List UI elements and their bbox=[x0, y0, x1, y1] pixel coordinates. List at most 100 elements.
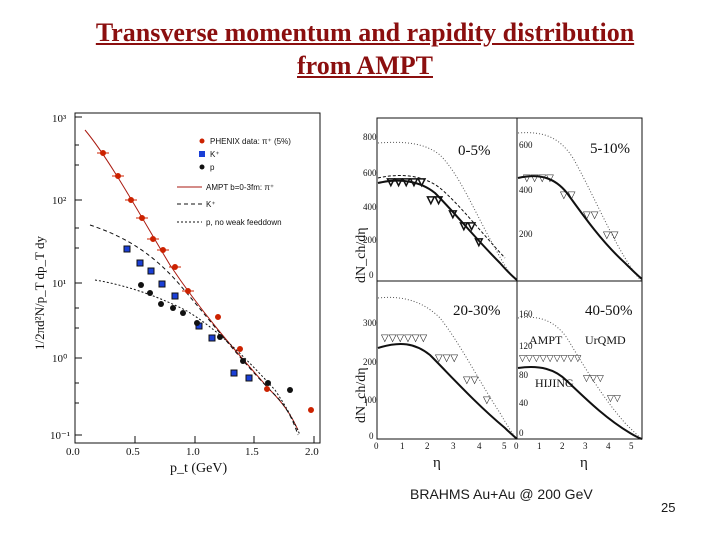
pion-point bbox=[136, 215, 148, 221]
legend-ampt-kaon: K⁺ bbox=[206, 200, 216, 209]
p1-ytick-3: 200 bbox=[363, 235, 377, 245]
pt-ytick-1: 10² bbox=[52, 195, 67, 207]
xt-l-1: 1 bbox=[400, 441, 405, 451]
legend-proton-marker bbox=[199, 164, 205, 170]
p4-ytick-0: 160 bbox=[519, 309, 533, 319]
panel-0-5-label: 0-5% bbox=[458, 143, 491, 159]
proton-point bbox=[217, 334, 223, 340]
p2-data-point: ▽▽ bbox=[583, 210, 599, 221]
title-line-1: Transverse momentum and rapidity distrib… bbox=[95, 18, 635, 47]
legend-kaon-data: K⁺ bbox=[210, 150, 220, 159]
p2-ytick-1: 400 bbox=[519, 185, 533, 195]
pion-point bbox=[308, 407, 314, 413]
pion-data bbox=[97, 150, 314, 413]
pt-y-ticks bbox=[75, 116, 82, 436]
model-label-ampt: AMPT bbox=[529, 333, 563, 347]
rapidity-ylabel-top: dN_ch/dη bbox=[354, 227, 369, 283]
p4-ytick-4: 0 bbox=[519, 428, 524, 438]
xt-r-2: 2 bbox=[560, 441, 565, 451]
p4-data-point: ▽▽▽▽▽▽▽▽▽ bbox=[519, 353, 581, 363]
pion-point bbox=[147, 236, 159, 242]
proton-point bbox=[138, 282, 144, 288]
pt-legend: PHENIX data: π⁺ (5%) K⁺ p AMPT b=0-3fm: … bbox=[177, 137, 291, 227]
pt-plot-frame bbox=[74, 112, 321, 444]
proton-point bbox=[287, 387, 293, 393]
pion-point bbox=[182, 288, 194, 294]
p2-ytick-0: 600 bbox=[519, 140, 533, 150]
rapidity-ylabel-bottom: dN_ch/dη bbox=[354, 367, 369, 423]
rapidity-svg: dN_ch/dη dN_ch/dη 0-5% 5-10% 20-30% 40-5… bbox=[354, 117, 643, 471]
pion-point bbox=[112, 173, 124, 179]
pt-x-ticks bbox=[74, 436, 315, 443]
p4-data-point: ▽▽ bbox=[607, 393, 621, 403]
p1-ytick-0: 800 bbox=[363, 132, 377, 142]
p3-hijing-curve bbox=[377, 342, 518, 440]
proton-point bbox=[158, 301, 164, 307]
kaon-point bbox=[208, 334, 216, 342]
p3-urqmd-curve bbox=[377, 296, 518, 440]
pion-point bbox=[157, 247, 169, 253]
proton-data bbox=[138, 282, 293, 393]
page-number: 25 bbox=[661, 500, 676, 515]
p4-ytick-1: 120 bbox=[519, 341, 533, 351]
p1-hijing-curve bbox=[377, 179, 518, 281]
p2-ytick-2: 200 bbox=[519, 229, 533, 239]
pt-xtick-2: 1.0 bbox=[186, 446, 200, 458]
xt-r-4: 4 bbox=[606, 441, 611, 451]
proton-point bbox=[180, 310, 186, 316]
p4-hijing-curve bbox=[517, 366, 643, 440]
p4-data-point: ▽▽▽ bbox=[583, 373, 604, 383]
slide-title: Transverse momentum and rapidity distrib… bbox=[40, 16, 690, 82]
p3-ytick-0: 300 bbox=[363, 318, 377, 328]
p1-ytick-4: 0 bbox=[369, 270, 374, 280]
pt-xtick-3: 1.5 bbox=[245, 446, 259, 458]
pt-ytick-4: 10⁻¹ bbox=[50, 430, 70, 442]
p3-data-point: ▽▽▽▽▽▽ bbox=[381, 333, 427, 344]
kaon-point bbox=[136, 259, 144, 267]
pt-xtick-1: 0.5 bbox=[126, 446, 140, 458]
legend-pion-marker bbox=[199, 138, 205, 144]
p3-data-point: ▽ bbox=[483, 395, 491, 406]
legend-proton-data: p bbox=[210, 163, 215, 172]
p2-data-point: ▽▽▽▽ bbox=[523, 173, 554, 184]
rapidity-xlabel-right: η bbox=[580, 455, 588, 471]
kaon-point bbox=[171, 292, 179, 300]
panel-40-50-frame bbox=[516, 280, 643, 440]
panel-0-5-frame bbox=[376, 117, 518, 282]
p1-data-point: ▽▽▽▽▽ bbox=[387, 177, 426, 188]
rapidity-xlabel-left: η bbox=[433, 455, 441, 471]
p2-hijing-curve bbox=[517, 175, 643, 280]
p3-ytick-2: 100 bbox=[363, 395, 377, 405]
xt-r-5: 5 bbox=[629, 441, 634, 451]
proton-point bbox=[240, 358, 246, 364]
proton-point bbox=[265, 380, 271, 386]
pt-spectra-svg: 10³ 10² 10¹ 10⁰ 10⁻¹ 0.0 0.5 1.0 1.5 2.0… bbox=[32, 112, 321, 476]
model-label-hijing: HIJING bbox=[535, 376, 574, 390]
proton-point bbox=[170, 305, 176, 311]
caption: BRAHMS Au+Au @ 200 GeV bbox=[410, 486, 593, 502]
xt-l-5: 5 bbox=[502, 441, 507, 451]
legend-pion-data: PHENIX data: π⁺ (5%) bbox=[210, 137, 291, 146]
pion-point bbox=[97, 150, 109, 156]
title-line-2: from AMPT bbox=[297, 51, 433, 80]
p1-data-point: ▽ bbox=[449, 209, 457, 220]
pt-ytick-2: 10¹ bbox=[52, 278, 66, 290]
p3-ytick-1: 200 bbox=[363, 357, 377, 367]
p3-ytick-3: 0 bbox=[369, 431, 374, 441]
pt-xtick-4: 2.0 bbox=[305, 446, 319, 458]
legend-ampt-proton: p, no weak feeddown bbox=[206, 218, 282, 227]
ampt-kaon-curve bbox=[89, 224, 299, 436]
rapidity-figure: dN_ch/dη dN_ch/dη 0-5% 5-10% 20-30% 40-5… bbox=[345, 103, 650, 475]
panel-5-10-label: 5-10% bbox=[590, 141, 630, 157]
xt-r-1: 1 bbox=[537, 441, 542, 451]
kaon-point bbox=[230, 369, 238, 377]
p1-data: ▽▽▽▽▽ ▽▽ ▽ ▽▽ ▽ bbox=[387, 177, 484, 249]
kaon-data bbox=[123, 245, 253, 382]
p2-data-point: ▽▽ bbox=[560, 190, 576, 201]
pt-spectra-figure: 10³ 10² 10¹ 10⁰ 10⁻¹ 0.0 0.5 1.0 1.5 2.0… bbox=[30, 105, 330, 480]
model-label-urqmd: UrQMD bbox=[585, 333, 626, 347]
xt-l-2: 2 bbox=[425, 441, 430, 451]
xt-l-0: 0 bbox=[374, 441, 379, 451]
ampt-pion-curve bbox=[84, 129, 299, 431]
legend-kaon-marker bbox=[199, 151, 205, 157]
